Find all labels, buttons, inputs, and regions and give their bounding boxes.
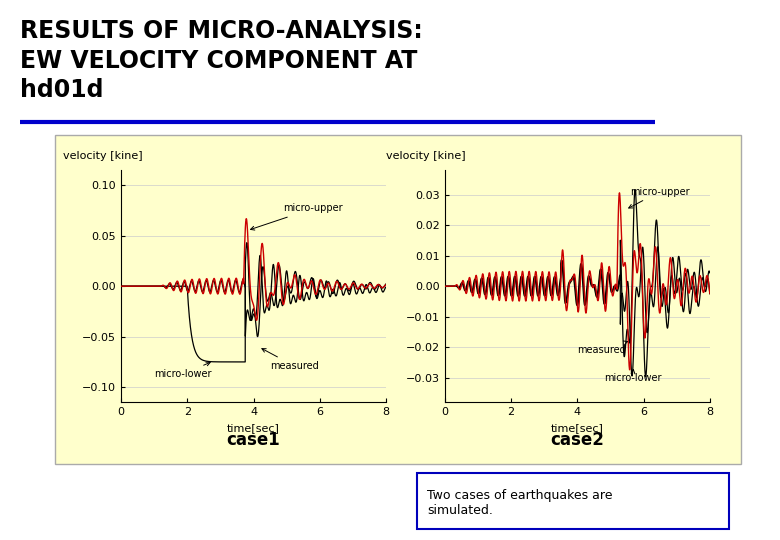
- Text: case1: case1: [227, 431, 280, 449]
- Text: micro-upper: micro-upper: [629, 186, 690, 208]
- X-axis label: time[sec]: time[sec]: [227, 423, 280, 433]
- Text: micro-lower: micro-lower: [604, 370, 661, 383]
- Text: case2: case2: [550, 431, 604, 449]
- Text: EW VELOCITY COMPONENT AT: EW VELOCITY COMPONENT AT: [20, 49, 417, 72]
- Text: micro-lower: micro-lower: [154, 362, 211, 379]
- Text: velocity [kine]: velocity [kine]: [62, 151, 142, 161]
- Text: hd01d: hd01d: [20, 78, 103, 102]
- Text: measured: measured: [577, 341, 628, 355]
- Text: measured: measured: [262, 349, 319, 371]
- Text: velocity [kine]: velocity [kine]: [386, 151, 466, 161]
- Text: Two cases of earthquakes are
simulated.: Two cases of earthquakes are simulated.: [427, 489, 613, 517]
- Text: micro-upper: micro-upper: [250, 204, 343, 230]
- Text: RESULTS OF MICRO-ANALYSIS:: RESULTS OF MICRO-ANALYSIS:: [20, 19, 422, 43]
- X-axis label: time[sec]: time[sec]: [551, 423, 604, 433]
